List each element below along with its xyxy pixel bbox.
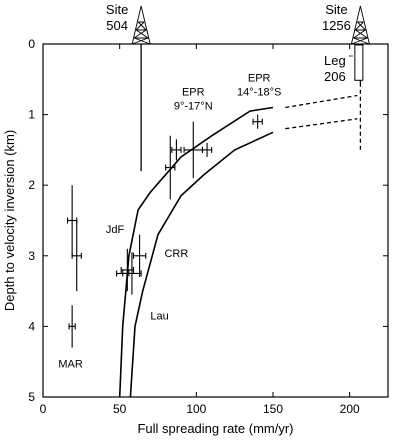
y-tick-label: 5 (28, 390, 35, 404)
y-tick-label: 2 (28, 178, 35, 192)
annotation-label: EPR (248, 72, 271, 84)
chart-marks: 0 50 100 150 200012345Site504Site1256Leg206E… (28, 2, 389, 416)
site-label: 1256 (322, 18, 351, 33)
x-tick-label: 0 (40, 402, 47, 416)
y-axis-label: Depth to velocity inversion (km) (2, 130, 17, 311)
dashed-extrapolation-line (285, 118, 358, 130)
drill-derrick-icon (131, 5, 151, 45)
annotation-label: 14°-18°S (237, 87, 281, 99)
x-tick-label: 100 (186, 402, 206, 416)
annotation-label: MAR (58, 358, 83, 370)
y-tick-label: 3 (28, 249, 35, 263)
drill-derrick-icon (350, 5, 370, 45)
y-tick-label: 1 (28, 108, 35, 122)
x-tick-label: 200 (340, 402, 360, 416)
model-curve (118, 106, 274, 398)
annotation-label: Lau (150, 310, 168, 322)
y-tick-label: 4 (28, 319, 35, 333)
y-tick-label: 0 (28, 37, 35, 51)
annotation-label: CRR (164, 248, 188, 260)
leg-label: Leg (324, 53, 346, 68)
leg-label: 206 (324, 69, 346, 84)
site-label: Site (325, 2, 347, 17)
leg-206-box (354, 44, 364, 81)
model-curve (129, 131, 274, 398)
dashed-extrapolation-line (285, 94, 358, 109)
site-label: Site (106, 2, 128, 17)
x-axis-label: Full spreading rate (mm/yr) (137, 421, 293, 436)
annotation-label: 9°-17°N (174, 101, 213, 113)
x-tick-label: 150 (263, 402, 283, 416)
site-label: 504 (106, 18, 128, 33)
annotation-label: EPR (182, 87, 205, 99)
x-tick-label: 50 (113, 402, 127, 416)
annotation-label: JdF (106, 224, 125, 236)
plot-frame (42, 43, 389, 398)
